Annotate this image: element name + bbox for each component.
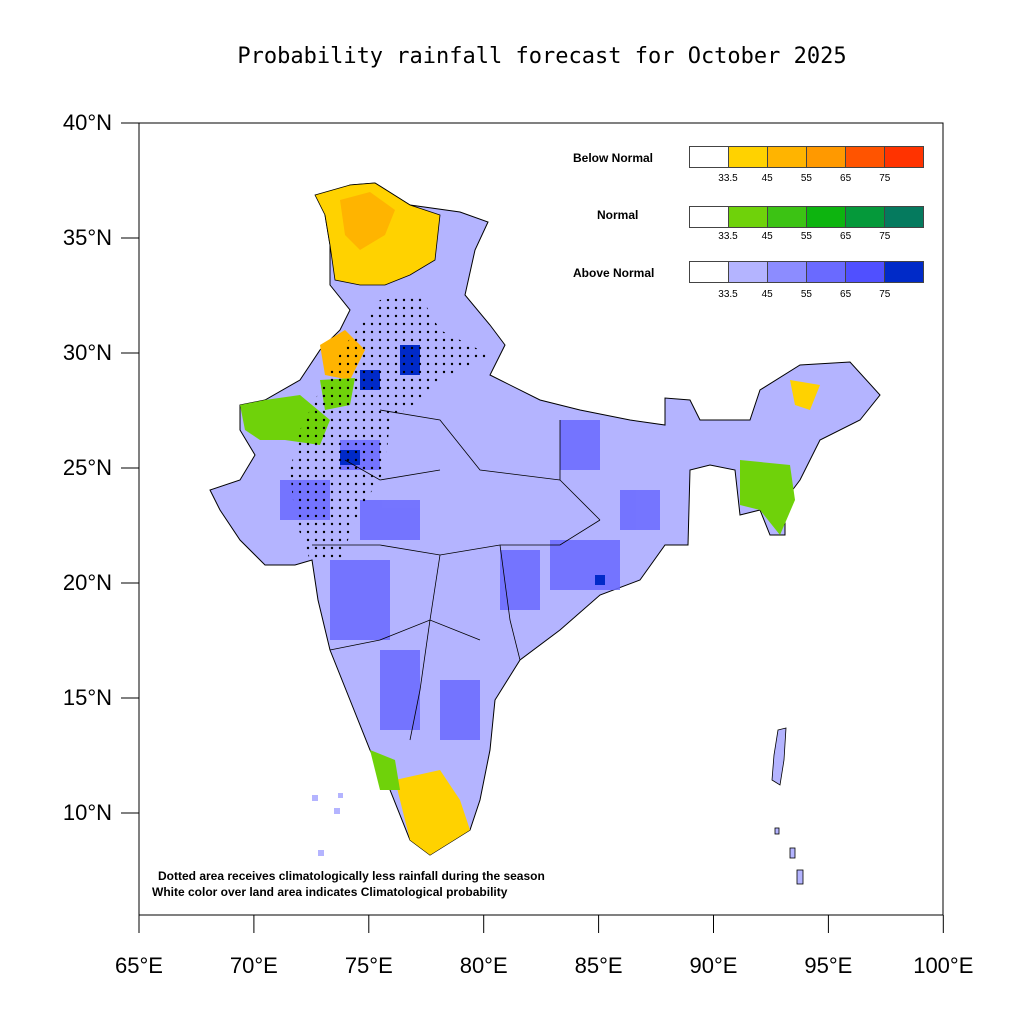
lon-label: 85°E — [574, 953, 623, 978]
legend-tick-label: 55 — [800, 289, 812, 300]
plot-frame — [138, 122, 944, 916]
axis-ticks — [121, 122, 944, 933]
lon-label: 70°E — [229, 953, 278, 978]
legend-swatch — [728, 207, 767, 227]
andaman-nicobar-islands — [771, 727, 804, 885]
lat-label: 10°N — [62, 800, 112, 825]
legend-swatch — [806, 207, 845, 227]
dotted-low-rainfall-area — [290, 295, 490, 560]
lat-label: 15°N — [62, 685, 112, 710]
india-mainland — [209, 182, 881, 856]
state-boundaries — [312, 409, 601, 741]
lakshadweep-islands — [312, 793, 343, 856]
below-normal-kashmir-core — [340, 192, 395, 250]
lon-label: 95°E — [804, 953, 853, 978]
legend-tick-label: 55 — [800, 173, 812, 184]
lon-label: 90°E — [689, 953, 738, 978]
legend-below-normal-bar — [689, 146, 924, 168]
legend-swatch — [884, 262, 923, 282]
legend-swatch — [728, 147, 767, 167]
legend-tick-label: 65 — [840, 231, 852, 242]
legend-tick-label: 75 — [879, 231, 891, 242]
legend-swatch — [728, 262, 767, 282]
legend-swatch — [690, 262, 728, 282]
lon-label: 65°E — [115, 953, 163, 978]
legend-tick-label: 65 — [840, 289, 852, 300]
legend-tick-label: 75 — [879, 173, 891, 184]
legend-below-normal-label: Below Normal — [573, 151, 654, 165]
legend-tick-label: 45 — [761, 173, 773, 184]
above-normal-darker-patches — [280, 420, 660, 740]
legend-swatch — [884, 207, 923, 227]
lon-label: 75°E — [344, 953, 393, 978]
lat-label: 35°N — [62, 225, 112, 250]
lat-label: 20°N — [62, 570, 112, 595]
legend-tick-label: 45 — [761, 289, 773, 300]
legend-swatch — [806, 262, 845, 282]
legend-swatch — [767, 147, 806, 167]
legend-swatch — [845, 262, 884, 282]
lat-label: 25°N — [62, 455, 112, 480]
legend-swatch — [767, 262, 806, 282]
lat-label: 30°N — [62, 340, 112, 365]
legend-tick-label: 55 — [800, 231, 812, 242]
legend-tick-label: 75 — [879, 289, 891, 300]
legend-swatch — [806, 147, 845, 167]
note-white-color: White color over land area indicates Cli… — [152, 885, 508, 899]
lon-label: 100°E — [913, 953, 974, 978]
lat-label: 40°N — [62, 110, 112, 135]
legend-swatch — [690, 147, 728, 167]
lon-label: 80°E — [459, 953, 508, 978]
legend-above-normal-label: Above Normal — [573, 266, 655, 280]
legend-tick-label: 33.5 — [718, 173, 738, 184]
legend-tick-label: 33.5 — [718, 289, 738, 300]
legend-normal-bar — [689, 206, 924, 228]
legend-above-normal-bar — [689, 261, 924, 283]
normal-patches — [240, 378, 795, 790]
legend-normal-label: Normal — [597, 208, 639, 222]
legend-tick-label: 65 — [840, 173, 852, 184]
legend-swatch — [690, 207, 728, 227]
legend-swatch — [767, 207, 806, 227]
note-dotted-area: Dotted area receives climatologically le… — [158, 869, 545, 883]
legend-swatch — [845, 207, 884, 227]
below-normal-kerala — [395, 770, 470, 855]
legend-tick-label: 33.5 — [718, 231, 738, 242]
legend-tick-label: 45 — [761, 231, 773, 242]
map-title: Probability rainfall forecast for Octobe… — [237, 44, 847, 69]
ne-below-normal — [790, 380, 820, 410]
legend-swatch — [845, 147, 884, 167]
legend-swatch — [884, 147, 923, 167]
